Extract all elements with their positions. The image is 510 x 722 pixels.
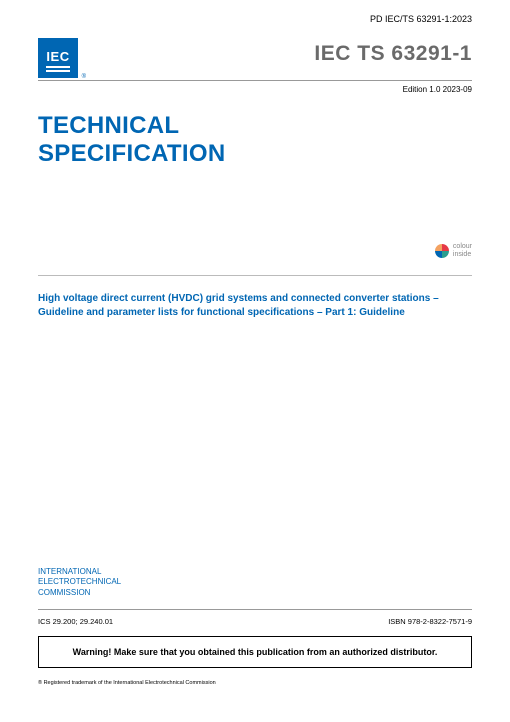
- colour-text-2: inside: [453, 251, 472, 259]
- metadata-row: ICS 29.200; 29.240.01 ISBN 978-2-8322-75…: [38, 617, 472, 626]
- title-line-2: SPECIFICATION: [38, 140, 472, 168]
- document-number: IEC TS 63291-1: [314, 42, 472, 66]
- org-line-3: COMMISSION: [38, 588, 121, 598]
- header-row: IEC ® IEC TS 63291-1: [38, 38, 472, 78]
- distributor-warning: Warning! Make sure that you obtained thi…: [38, 636, 472, 668]
- rule-bottom: [38, 609, 472, 610]
- organization-name: INTERNATIONAL ELECTROTECHNICAL COMMISSIO…: [38, 567, 121, 598]
- ics-codes: ICS 29.200; 29.240.01: [38, 617, 113, 626]
- rule-middle: [38, 275, 472, 276]
- iec-logo-text: IEC: [46, 49, 69, 64]
- iec-logo-registered: ®: [82, 74, 86, 80]
- isbn: ISBN 978-2-8322-7571-9: [388, 617, 472, 626]
- colour-inside-badge: colour inside: [38, 243, 472, 258]
- trademark-notice: ® Registered trademark of the Internatio…: [38, 680, 216, 686]
- iec-logo-lines: [46, 66, 70, 68]
- rule-top: [38, 80, 472, 81]
- document-type-title: TECHNICAL SPECIFICATION: [38, 112, 472, 167]
- title-line-1: TECHNICAL: [38, 112, 472, 140]
- edition-date: Edition 1.0 2023-09: [38, 85, 472, 94]
- document-subtitle: High voltage direct current (HVDC) grid …: [38, 292, 472, 320]
- colour-text-1: colour: [453, 243, 472, 251]
- iec-logo: IEC ®: [38, 38, 78, 78]
- colour-wheel-icon: [435, 244, 449, 258]
- org-line-1: INTERNATIONAL: [38, 567, 121, 577]
- pd-identifier: PD IEC/TS 63291-1:2023: [370, 14, 472, 24]
- colour-inside-text: colour inside: [453, 243, 472, 258]
- org-line-2: ELECTROTECHNICAL: [38, 577, 121, 587]
